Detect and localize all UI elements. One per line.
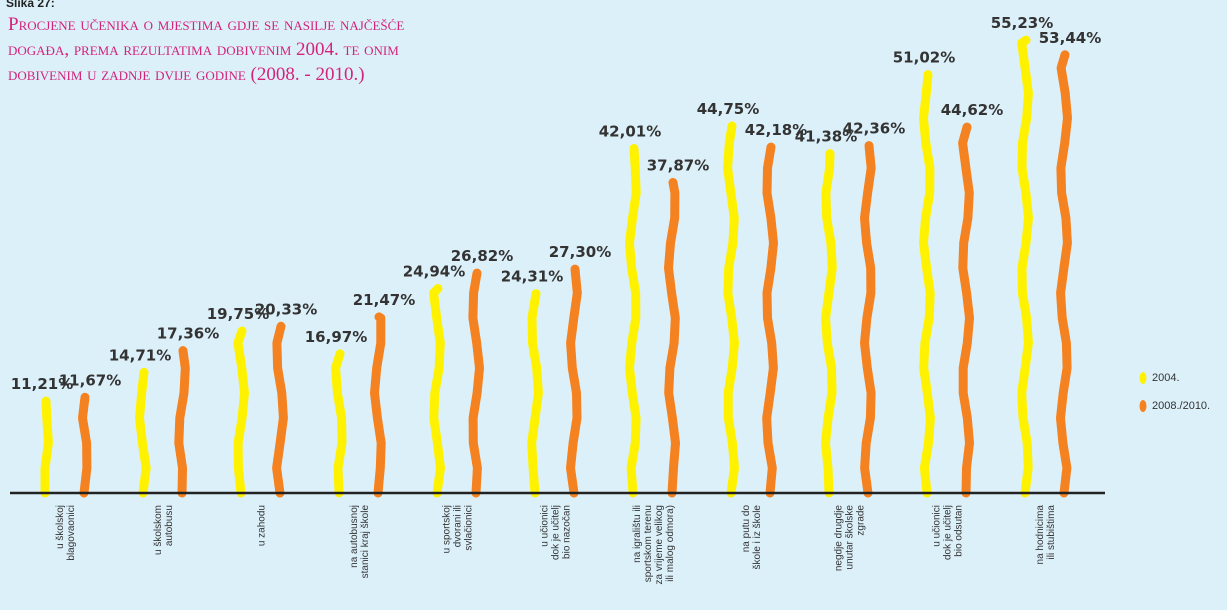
chart-title: Procjene učenika o mjestima gdje se nasi… xyxy=(8,14,405,85)
bar xyxy=(919,70,935,498)
bar xyxy=(566,264,582,498)
value-label: 37,87% xyxy=(647,156,709,174)
value-label: 42,18% xyxy=(745,121,807,139)
legend-label: 2004. xyxy=(1152,372,1180,384)
value-label: 27,30% xyxy=(549,243,611,261)
x-tick-label: na putu doškole i iz škole xyxy=(741,505,763,570)
bar xyxy=(174,346,190,498)
bar xyxy=(78,392,92,498)
value-label: 16,97% xyxy=(305,328,367,346)
value-label: 24,94% xyxy=(403,262,465,280)
value-label: 42,01% xyxy=(599,123,661,141)
value-label: 53,44% xyxy=(1039,29,1101,47)
bar xyxy=(821,149,837,498)
x-tick-label: u školskomautobusu xyxy=(153,505,175,555)
bar xyxy=(135,367,151,498)
value-label: 44,62% xyxy=(941,101,1003,119)
x-tick-label: u sportskojdvorani ilisvlačionici xyxy=(442,505,475,553)
bar xyxy=(468,268,484,498)
legend-swatch xyxy=(1139,400,1147,412)
bar xyxy=(527,289,543,498)
bar xyxy=(860,141,876,498)
value-label: 19,75% xyxy=(207,305,269,323)
bar xyxy=(664,177,680,498)
x-tick-label: negdje drugdjeunutar školskezgrade xyxy=(834,505,867,572)
bar xyxy=(233,326,249,498)
bar xyxy=(958,122,974,498)
bar xyxy=(625,144,641,498)
bar xyxy=(429,283,445,498)
bar xyxy=(40,396,53,498)
value-label: 55,23% xyxy=(991,14,1053,32)
bar xyxy=(272,321,288,498)
value-label: 11,21% xyxy=(11,375,73,393)
value-label: 17,36% xyxy=(157,325,219,343)
x-tick-label: u školskojblagovaonici xyxy=(55,505,77,561)
x-tick-label: na autobusnojstanici kraj škole xyxy=(349,505,371,579)
bar xyxy=(1056,50,1072,498)
legend-label: 2008./2010. xyxy=(1152,400,1210,412)
x-tick-label: u učionicidok je učiteljbio odsutan xyxy=(932,505,965,560)
bar xyxy=(723,121,739,498)
bar xyxy=(762,142,778,498)
figure-label: Slika 27: xyxy=(6,0,55,10)
value-label: 24,31% xyxy=(501,268,563,286)
x-tick-label: u učionicidok je učiteljbio nazočan xyxy=(540,505,573,560)
value-label: 51,02% xyxy=(893,49,955,67)
x-tick-label: u zahodu xyxy=(257,505,268,546)
bar xyxy=(370,312,386,498)
x-tick-label: na igralištu ilisportskom terenuza vrije… xyxy=(632,505,676,584)
value-label: 20,33% xyxy=(255,300,317,318)
bar xyxy=(331,349,347,498)
value-label: 44,75% xyxy=(697,100,759,118)
value-label: 42,36% xyxy=(843,120,905,138)
value-label: 21,47% xyxy=(353,291,415,309)
x-tick-label: na hodnicimaili stubištima xyxy=(1035,505,1057,565)
value-label: 26,82% xyxy=(451,247,513,265)
value-label: 11,67% xyxy=(59,371,121,389)
value-label: 14,71% xyxy=(109,346,171,364)
value-label: 41,38% xyxy=(795,128,857,146)
bar xyxy=(1017,35,1033,498)
legend-swatch xyxy=(1139,372,1147,384)
